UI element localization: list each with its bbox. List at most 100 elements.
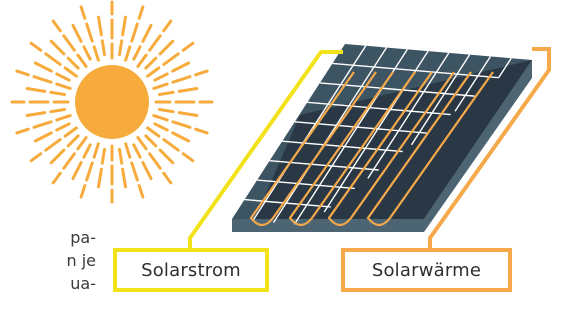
sun-ray <box>136 53 148 68</box>
sun-ray <box>162 52 180 66</box>
sun-ray <box>136 136 148 151</box>
sun-ray <box>29 152 43 163</box>
solarstrom-label: Solarstrom <box>113 248 269 292</box>
sun-ray <box>66 134 80 148</box>
sun-ray <box>55 72 71 82</box>
sun-ray <box>158 148 175 165</box>
sun-ray <box>153 122 169 132</box>
sun-ray <box>144 56 158 70</box>
sun-ray <box>132 143 142 159</box>
sun-ray <box>132 45 142 61</box>
sun-ray <box>32 75 53 84</box>
sun-ray <box>97 15 103 37</box>
sun-ray <box>171 75 192 84</box>
sun-ray <box>63 66 78 78</box>
grid-line <box>272 47 388 223</box>
sun-ray <box>63 126 78 138</box>
sun-ray <box>118 147 124 165</box>
sun-ray <box>162 171 173 185</box>
sun-ray <box>76 136 88 151</box>
side-text-line-2: n je <box>66 251 96 270</box>
sun-ray <box>92 142 100 159</box>
sun-ray <box>124 142 132 159</box>
grid-line <box>257 179 355 190</box>
grid-line <box>252 45 367 222</box>
heat-pipe-loop <box>366 71 494 227</box>
sun-ray <box>162 138 180 152</box>
sun-ray <box>157 90 175 96</box>
grid-line <box>498 57 512 79</box>
heat-pipe-loop <box>249 71 377 227</box>
side-text-line-1: pa- <box>70 228 96 247</box>
sun-core <box>75 65 149 139</box>
sun-ray <box>25 87 47 93</box>
panel-front-face <box>232 219 424 232</box>
sun-ray <box>144 134 158 148</box>
sun-ray <box>82 45 92 61</box>
sun-rays <box>10 0 214 204</box>
sun-ray <box>121 15 127 37</box>
sun-ray <box>148 34 162 52</box>
sun-ray <box>153 72 169 82</box>
sun-ray <box>130 161 139 182</box>
sun-ray <box>100 39 106 57</box>
sun-ray <box>79 184 87 199</box>
sun-ray <box>124 45 132 62</box>
sun-ray <box>137 5 145 20</box>
side-text-fragments: pa- n je ua- <box>0 226 96 295</box>
sun-ray <box>62 34 76 52</box>
sun-ray <box>85 22 94 43</box>
sun-ray <box>194 69 209 77</box>
sun-ray <box>49 148 66 165</box>
sun-ray <box>33 131 53 143</box>
sun-ray <box>32 120 53 129</box>
sun-ray <box>33 61 53 73</box>
sun-ray <box>118 39 124 57</box>
solarstrom-connector-line <box>188 50 343 248</box>
sun-ray <box>181 41 195 52</box>
sun-ray <box>55 114 72 122</box>
sun-ray <box>194 127 209 135</box>
sun-icon <box>10 0 214 204</box>
solarstrom-label-text: Solarstrom <box>141 259 241 281</box>
grid-line <box>269 159 379 171</box>
sun-ray <box>146 66 161 78</box>
sun-ray <box>158 39 175 56</box>
heat-pipe-loops <box>249 71 494 227</box>
sun-ray <box>97 167 103 189</box>
sun-ray <box>141 23 153 43</box>
sun-ray <box>44 52 62 66</box>
sun-ray <box>121 167 127 189</box>
sun-ray <box>29 41 43 52</box>
sun-ray <box>15 127 30 135</box>
sun-ray <box>171 131 191 143</box>
side-text-line-3: ua- <box>70 274 96 293</box>
sun-ray <box>92 45 100 62</box>
sun-ray <box>157 108 175 114</box>
sun-ray <box>177 111 199 117</box>
sun-ray <box>79 5 87 20</box>
sun-ray <box>85 161 94 182</box>
sun-ray <box>146 126 161 138</box>
sun-ray <box>55 122 71 132</box>
sun-ray <box>141 161 153 181</box>
sun-ray <box>148 152 162 170</box>
grid-line <box>454 56 492 112</box>
solarwaerme-connector-line <box>428 47 551 248</box>
sun-ray <box>51 171 62 185</box>
sun-ray <box>49 108 67 114</box>
sun-ray <box>49 90 67 96</box>
hybrid-solar-panel <box>232 44 532 232</box>
sun-ray <box>71 161 83 181</box>
sun-ray <box>130 22 139 43</box>
sun-ray <box>162 19 173 33</box>
sun-ray <box>51 19 62 33</box>
sun-ray <box>44 138 62 152</box>
sun-ray <box>15 69 30 77</box>
sun-ray <box>62 152 76 170</box>
sun-ray <box>137 184 145 199</box>
solarwaerme-label: Solarwärme <box>341 248 512 292</box>
grid-line <box>410 54 471 146</box>
sun-ray <box>25 111 47 117</box>
sun-ray <box>171 120 192 129</box>
